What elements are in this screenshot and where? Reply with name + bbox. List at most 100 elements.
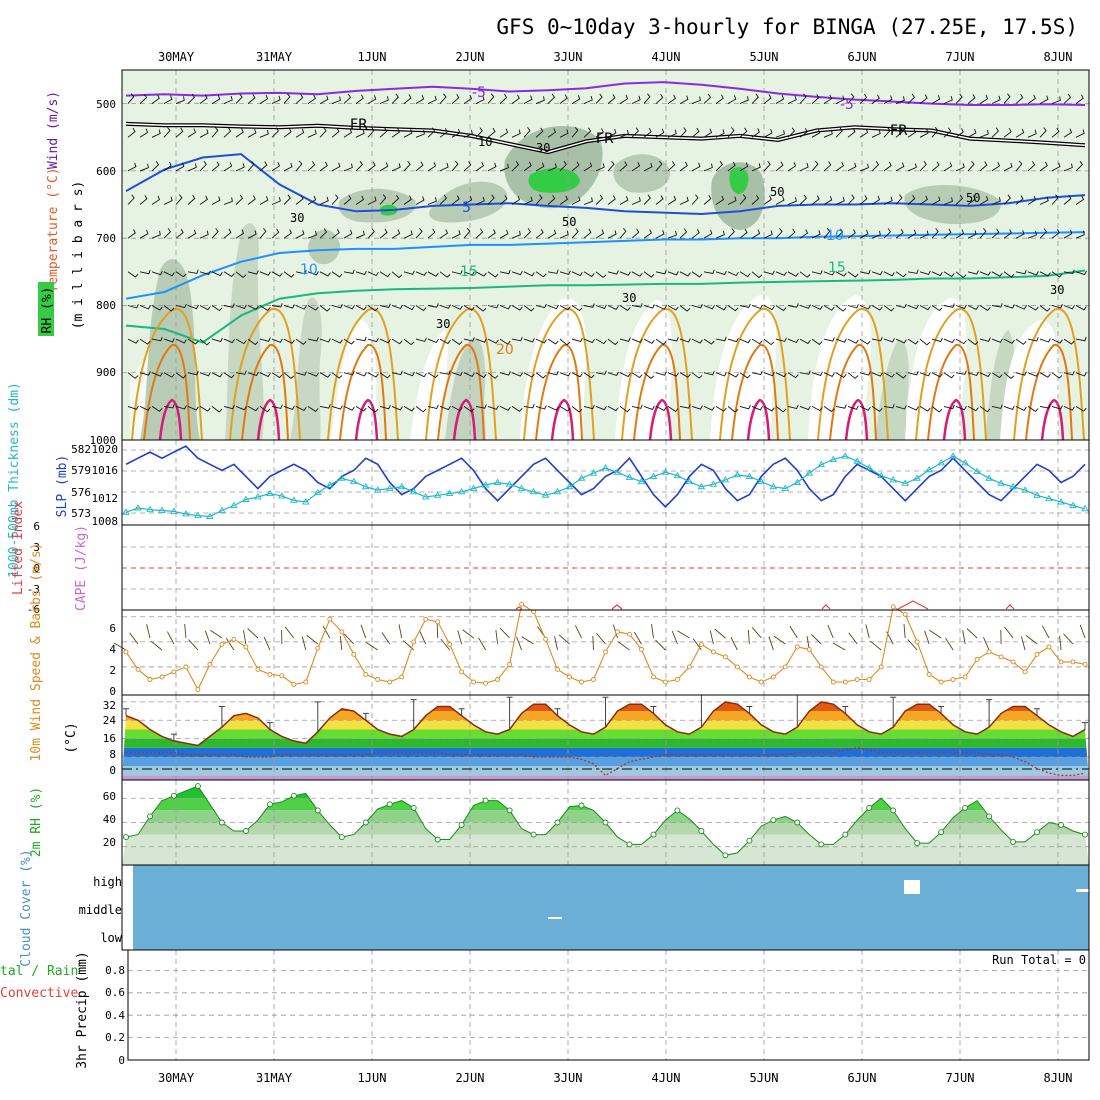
upper-wind-barb [175, 127, 184, 138]
upper-wind-barb [943, 404, 955, 410]
upper-wind-barb [727, 127, 735, 138]
upper-wind-barb [895, 127, 904, 138]
surface-wind-barb [945, 638, 954, 651]
temp-minmax-bar [410, 699, 417, 730]
upper-wind-barb [127, 229, 136, 239]
upper-wind-barb [823, 372, 835, 377]
rh-point [482, 797, 489, 804]
date-bottom-1: 31MAY [256, 1071, 293, 1085]
upper-wind-barb [199, 406, 211, 412]
surface-wind-barb [1059, 636, 1062, 651]
isotherm-25-contour [915, 307, 987, 441]
upper-wind-barb [271, 127, 279, 138]
temp-minmax-bar [842, 706, 849, 714]
upper-wind-barb [199, 305, 211, 311]
isotherm-25-contour [1013, 307, 1085, 441]
wind-speed-point [447, 641, 453, 647]
upper-wind-barb [751, 229, 761, 239]
upper-wind-barb [559, 406, 571, 412]
cloud-axis-label: Cloud Cover (%) [19, 849, 34, 966]
upper-wind-barb [919, 270, 931, 275]
upper-wind-barb [943, 303, 955, 308]
upper-wind-barb [1015, 405, 1027, 411]
upper-wind-barb [547, 163, 557, 172]
slp-tick-3: 1008 [92, 515, 119, 528]
isotherm-line [125, 231, 1086, 300]
surface-wind-barb [495, 630, 499, 645]
upper-wind-barb [463, 94, 473, 104]
thickness-point [218, 506, 226, 513]
isotherm-20-contour [535, 344, 583, 441]
temp-band [122, 729, 1089, 739]
contour-label-18: 50 [966, 191, 980, 205]
rh-point [890, 807, 897, 814]
wind-speed-point [591, 677, 596, 682]
wind-speed-point [938, 679, 944, 685]
upper-wind-barb [127, 338, 139, 344]
upper-wind-barb [907, 163, 917, 172]
upper-wind-barb [955, 271, 967, 278]
upper-wind-barb [199, 160, 207, 172]
upper-wind-barb [955, 405, 967, 411]
upper-wind-barb [679, 228, 688, 239]
upper-wind-barb [367, 406, 379, 413]
upper-wind-barb [463, 337, 475, 342]
upper-wind-barb [895, 96, 905, 105]
upper-wind-barb [331, 338, 343, 344]
cape-axis-label: CAPE (J/kg) [74, 525, 89, 611]
rh-point [506, 807, 513, 814]
wind-speed-point [1010, 659, 1016, 665]
upper-wind-barb [1075, 129, 1085, 138]
wind-speed-point [315, 645, 321, 651]
upper-wind-barb [331, 372, 343, 379]
upper-wind-barb [451, 160, 459, 172]
rh-point [147, 813, 153, 820]
upper-wind-barb [859, 128, 869, 138]
convective-axis-label: Convective [0, 986, 78, 1001]
upper-wind-barb [583, 404, 595, 410]
surface-wind-barb [810, 633, 822, 645]
upper-wind-barb [139, 128, 149, 138]
wind-speed-point [1034, 651, 1040, 657]
li-tick-3: -3 [27, 583, 40, 596]
upper-wind-barb [991, 196, 1001, 205]
rh-point [1034, 829, 1040, 836]
upper-wind-barb [1027, 305, 1039, 311]
contour-label-5: 5 [462, 200, 471, 216]
rh-point [123, 834, 129, 841]
upper-wind-barb [559, 230, 569, 239]
upper-wind-barb [667, 372, 679, 377]
rh-cloud-4 [613, 154, 671, 193]
surface-wind-barb [848, 632, 858, 645]
temp-tick-32: 32 [103, 699, 116, 712]
upper-wind-barb [487, 405, 499, 410]
upper-wind-barb [1039, 271, 1051, 277]
thickness-point [457, 487, 466, 495]
thickness-point [805, 469, 814, 476]
upper-wind-barb [151, 230, 161, 239]
upper-wind-barb [1039, 196, 1049, 205]
rh-point [770, 817, 777, 824]
thickness-point [373, 486, 382, 493]
upper-wind-barb [583, 338, 595, 344]
upper-wind-barb [487, 127, 496, 138]
upper-wind-barb [631, 338, 643, 343]
surface-wind-barb [381, 632, 391, 645]
isotherm-30-contour [452, 398, 477, 441]
wind-speed-point [974, 656, 980, 662]
upper-wind-barb [415, 228, 423, 239]
upper-wind-barb [1063, 269, 1075, 275]
temp-minmax-bar [890, 696, 897, 728]
upper-y-ticks: 500 600 700 800 900 1000 [90, 98, 117, 447]
date-top-1: 31MAY [256, 50, 293, 64]
temp-minmax-bar [218, 706, 225, 728]
upper-wind-barb [1003, 338, 1015, 344]
upper-wind-barb [331, 405, 343, 410]
upper-wind-barb [595, 370, 607, 375]
upper-wind-barb [895, 372, 907, 379]
upper-wind-barb [259, 228, 267, 239]
contour-label-1: -5 [840, 97, 854, 113]
upper-wind-barb [883, 271, 895, 277]
upper-wind-barb [295, 338, 307, 345]
upper-wind-barb [331, 96, 341, 105]
